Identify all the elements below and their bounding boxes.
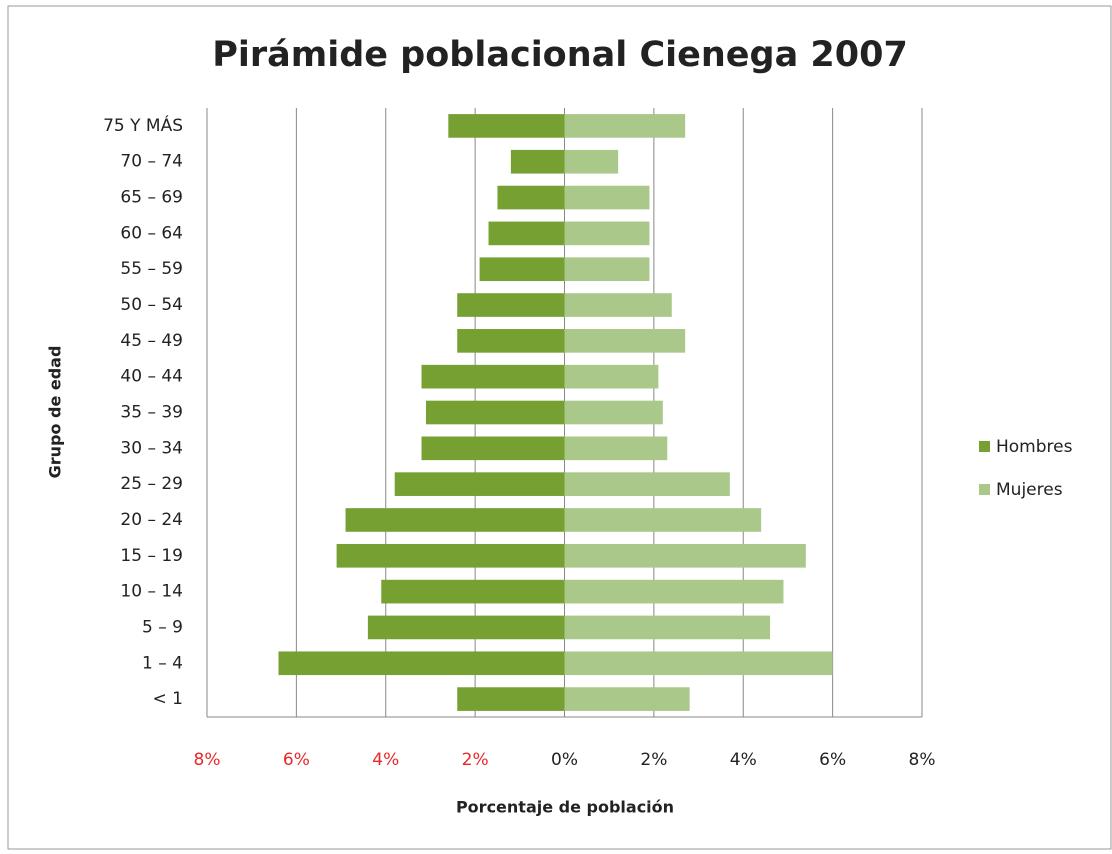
y-tick-label: 25 – 29: [120, 474, 183, 494]
y-tick-label: 20 – 24: [120, 510, 183, 530]
bar: [421, 364, 565, 389]
bar: [488, 221, 565, 246]
x-tick-label: 2%: [640, 750, 667, 770]
bar: [448, 114, 565, 138]
bar: [564, 400, 663, 425]
bar: [564, 149, 619, 174]
y-axis-label: Grupo de edad: [46, 346, 65, 479]
bar: [564, 651, 833, 676]
y-tick-label: 75 Y MÁS: [103, 114, 183, 136]
y-tick-label: 30 – 34: [120, 438, 183, 458]
bar: [564, 185, 650, 210]
y-tick-label: 55 – 59: [120, 259, 183, 279]
x-tick-label: 4%: [730, 750, 757, 770]
bar: [336, 543, 565, 568]
bar: [564, 687, 690, 711]
y-tick-label: 45 – 49: [120, 331, 183, 351]
y-tick-label: 1 – 4: [142, 653, 183, 673]
bar: [479, 257, 565, 282]
bar: [564, 329, 686, 353]
legend-swatch: [979, 441, 990, 452]
bar: [564, 508, 762, 532]
x-tick-label: 4%: [372, 750, 399, 770]
bar: [564, 114, 686, 138]
bar: [564, 221, 650, 246]
bar: [367, 615, 565, 640]
bar: [457, 329, 565, 353]
bar: [278, 651, 565, 676]
bar: [564, 579, 784, 604]
bar: [421, 436, 565, 461]
bar: [564, 364, 659, 389]
bar: [425, 400, 565, 425]
bar: [564, 543, 806, 568]
bar: [564, 436, 668, 461]
bar: [564, 472, 730, 496]
y-tick-label: 40 – 44: [120, 367, 183, 387]
chart-title: Pirámide poblacional Cienega 2007: [212, 35, 908, 75]
x-tick-label: 2%: [462, 750, 489, 770]
x-tick-label: 6%: [819, 750, 846, 770]
x-tick-label: 0%: [551, 750, 578, 770]
bar: [381, 579, 565, 604]
y-tick-label: 15 – 19: [120, 546, 183, 566]
x-tick-label: 6%: [283, 750, 310, 770]
y-tick-label: 65 – 69: [120, 188, 183, 208]
y-tick-label: 35 – 39: [120, 403, 183, 423]
bar: [497, 185, 565, 210]
x-tick-label: 8%: [909, 750, 936, 770]
bar: [564, 293, 672, 317]
bar: [564, 257, 650, 282]
bar: [394, 472, 565, 496]
x-tick-label: 8%: [194, 750, 221, 770]
y-tick-label: 10 – 14: [120, 582, 183, 602]
bar: [457, 293, 565, 317]
legend-label: Mujeres: [996, 480, 1063, 500]
x-axis-label: Porcentaje de población: [456, 798, 674, 817]
legend-label: Hombres: [996, 437, 1073, 457]
bar: [564, 615, 771, 640]
bar: [510, 149, 565, 174]
y-tick-label: 50 – 54: [120, 295, 183, 315]
y-tick-label: 60 – 64: [120, 223, 183, 243]
legend-swatch: [979, 484, 990, 495]
y-tick-label: 5 – 9: [142, 617, 183, 637]
y-tick-label: < 1: [153, 689, 183, 709]
bar: [457, 687, 565, 711]
bar: [345, 508, 565, 532]
y-tick-label: 70 – 74: [120, 152, 183, 172]
